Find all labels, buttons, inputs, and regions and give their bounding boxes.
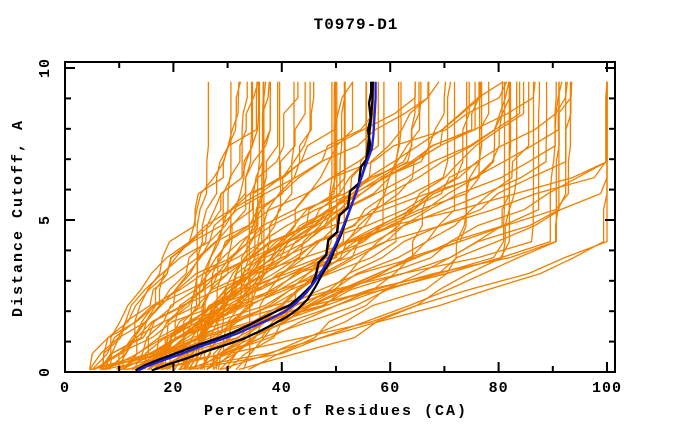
model-curve-orange [89,81,525,371]
model-curve-orange [201,81,311,370]
model-curve-orange [118,81,420,370]
highlighted-model-black-1 [134,81,373,371]
model-curve-orange [227,81,490,371]
model-curve-orange [99,81,416,370]
model-curve-orange [183,81,536,370]
chart-title: T0979-D1 [314,16,399,34]
y-tick-label: 10 [37,58,54,78]
x-tick-label: 0 [60,380,70,397]
model-curve-orange [192,81,510,370]
model-curve-orange [157,81,569,371]
y-tick-label: 0 [37,367,54,377]
x-tick-label: 20 [163,380,183,397]
x-axis-label: Percent of Residues (CA) [204,403,468,420]
model-curve-orange [203,81,270,370]
model-curve-orange [154,81,530,371]
y-axis-label: Distance Cutoff, A [10,119,27,317]
x-tick-label: 100 [592,380,622,397]
plot-frame-and-ticks [64,61,616,373]
model-curve-orange [187,81,557,370]
ensemble-curves [88,81,608,371]
model-curve-orange [206,81,271,371]
model-curve-orange [219,81,468,371]
model-curve-orange [185,81,295,370]
model-curve-orange [199,81,265,370]
model-curve-orange [104,81,240,370]
model-curve-orange [188,81,560,371]
y-tick-label: 5 [37,215,54,225]
model-curve-orange [187,81,422,371]
model-curve-orange [136,81,368,371]
model-curve-orange [116,81,385,371]
x-tick-label: 60 [380,380,400,397]
highlighted-model-black-2 [151,81,374,371]
x-tick-label: 40 [272,380,292,397]
model-curve-orange [120,81,400,371]
model-curve-orange [92,81,260,371]
model-curve-orange [242,81,306,370]
model-curve-orange [213,81,333,370]
model-curve-orange [91,81,480,371]
axis-tick-labels: 0 20 40 60 80 100 0 5 10 [37,58,622,397]
model-curve-orange [101,81,429,370]
model-curve-orange [194,81,259,370]
plot-border [64,61,616,373]
highlight-curves [134,81,377,371]
model-curve-orange [225,81,572,370]
highlighted-model-blue [137,81,377,371]
x-tick-label: 80 [489,380,509,397]
model-curve-orange [122,81,608,371]
model-curve-orange [144,81,470,370]
model-curve-orange [141,81,315,371]
model-curve-orange [166,81,504,371]
